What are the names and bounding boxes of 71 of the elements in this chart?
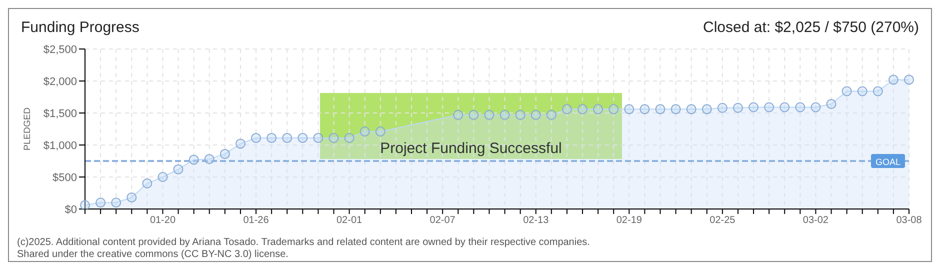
- point: [220, 148, 230, 159]
- x-tick-label: 02-25: [710, 215, 736, 226]
- point: [702, 104, 712, 114]
- point: [655, 104, 666, 114]
- point: [670, 104, 681, 114]
- y-tick-label: $1,000: [43, 140, 77, 152]
- y-tick-label: $1,500: [43, 108, 77, 120]
- point: [717, 102, 728, 113]
- point: [842, 86, 852, 96]
- point: [826, 99, 836, 110]
- point: [515, 110, 526, 120]
- point: [282, 132, 292, 143]
- point: [732, 102, 743, 113]
- point: [562, 104, 572, 114]
- point: [872, 86, 883, 96]
- point: [204, 154, 214, 164]
- y-tick-label: $0: [64, 204, 77, 216]
- point: [235, 138, 246, 149]
- point: [173, 164, 184, 174]
- point: [142, 178, 152, 188]
- point: [795, 102, 806, 112]
- point: [748, 102, 759, 112]
- x-tick-label: 02-13: [523, 215, 550, 226]
- point: [468, 110, 479, 120]
- point: [375, 126, 386, 137]
- point: [484, 110, 494, 120]
- point: [857, 86, 868, 96]
- point: [360, 126, 370, 137]
- point: [530, 110, 541, 120]
- point: [810, 102, 821, 112]
- x-tick-label: 03-08: [896, 215, 922, 226]
- point: [298, 132, 308, 143]
- text: Shared under the creative commons (CC BY-NC 3.0) license.: [17, 249, 290, 261]
- point: [608, 104, 619, 114]
- point: [328, 132, 339, 143]
- point: [888, 74, 898, 85]
- point: [126, 192, 137, 202]
- x-tick-label: 02-07: [430, 215, 456, 226]
- chart-title: Funding Progress: [21, 19, 140, 36]
- annotation: Project Funding Successful: [380, 140, 562, 157]
- point: [266, 132, 277, 143]
- point: [578, 104, 588, 114]
- point: [188, 154, 199, 165]
- point: [313, 132, 324, 143]
- x-tick-label: 01-20: [150, 215, 176, 226]
- point: [764, 102, 774, 112]
- ref-line-label: GOAL: [875, 157, 901, 167]
- y-tick-label: $2,000: [43, 76, 77, 88]
- point: [624, 104, 634, 114]
- point: [344, 132, 354, 143]
- point: [593, 104, 604, 114]
- point: [111, 198, 122, 208]
- text: (c)2025. Additional content provided by Ariana Tosado. Trademarks and related content are owned by their respective companies.: [17, 237, 590, 249]
- point: [546, 110, 556, 120]
- point: [453, 110, 464, 120]
- y-tick-label: $2,500: [43, 44, 77, 56]
- x-tick-label: 01-26: [243, 215, 270, 226]
- x-tick-label: 03-02: [802, 215, 829, 226]
- point: [500, 110, 510, 120]
- point: [251, 132, 262, 143]
- point: [686, 104, 696, 114]
- y-axis-title: PLEDGED: [22, 106, 32, 151]
- point: [904, 74, 914, 85]
- point: [96, 198, 106, 208]
- x-tick-label: 02-01: [336, 215, 363, 226]
- point: [158, 172, 168, 182]
- y-tick-label: $500: [52, 172, 77, 184]
- point: [780, 102, 790, 112]
- chart-subtitle: Closed at: $2,025 / $750 (270%): [703, 19, 919, 36]
- point: [640, 104, 650, 114]
- x-tick-label: 02-19: [616, 215, 642, 226]
